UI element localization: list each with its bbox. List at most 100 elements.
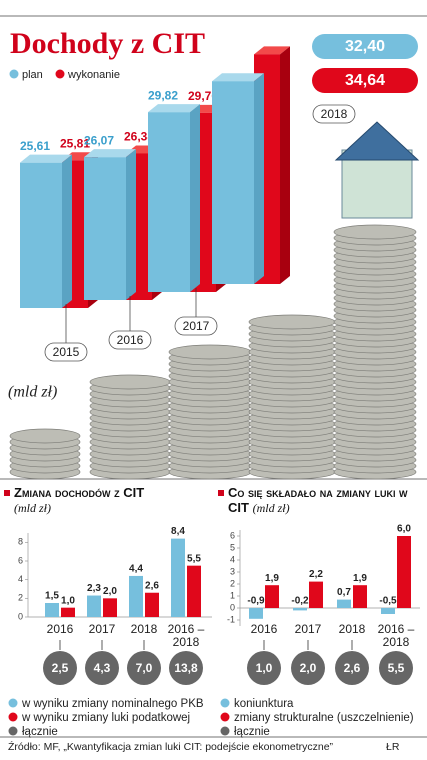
x-tick-label: 2016 –2018 xyxy=(167,622,205,649)
value-label: 34,64 xyxy=(345,72,385,89)
legend-label: w wyniku zmiany luki podatkowej xyxy=(21,712,190,724)
bar xyxy=(87,595,101,617)
x-tick-label: 2016 xyxy=(250,622,278,636)
x-tick-label: 2018 xyxy=(130,622,158,636)
legend-swatch xyxy=(8,726,18,736)
year-label: 2017 xyxy=(183,319,210,333)
bar xyxy=(212,81,254,284)
value-label: 4,4 xyxy=(129,564,143,575)
value-label: 0,7 xyxy=(337,587,351,598)
bar xyxy=(61,607,75,617)
coin xyxy=(9,428,81,444)
total-circle xyxy=(379,651,413,685)
year-box xyxy=(44,342,88,362)
value-label: 2,6 xyxy=(145,580,159,591)
legend-swatch xyxy=(8,712,18,722)
bar xyxy=(397,536,411,608)
bar xyxy=(20,162,62,308)
bar-side xyxy=(254,73,264,284)
bar-top xyxy=(20,154,72,163)
total-label: 2,0 xyxy=(300,661,317,675)
total-label: 5,5 xyxy=(388,661,405,675)
legend-swatch xyxy=(55,69,65,79)
total-label: 7,0 xyxy=(136,661,153,675)
value-label: 1,9 xyxy=(265,573,279,584)
bar-top xyxy=(84,149,136,158)
total-label: 4,3 xyxy=(94,661,111,675)
bar xyxy=(265,585,279,608)
legend-label: koniunktura xyxy=(234,698,294,710)
bar xyxy=(381,608,395,614)
bar xyxy=(171,538,185,617)
y-tick-label: 0 xyxy=(18,611,23,621)
x-tick-label: 2017 xyxy=(88,622,116,636)
y-tick-label: 1 xyxy=(230,590,235,600)
year-label: 2018 xyxy=(321,107,348,121)
legend-label: zmiany strukturalne (uszczelnienie) xyxy=(234,712,414,724)
bar xyxy=(103,598,117,617)
total-circle xyxy=(43,651,77,685)
value-label: 32,40 xyxy=(345,38,385,55)
legend-swatch xyxy=(220,726,230,736)
title-marker xyxy=(218,490,224,496)
year-label: 2016 xyxy=(117,333,144,347)
total-circle xyxy=(291,651,325,685)
legend-swatch xyxy=(220,698,230,708)
bar xyxy=(148,112,190,292)
title-text: Zmiana dochodów z CIT xyxy=(14,485,145,500)
value-pill xyxy=(312,68,418,93)
value-label: 2,2 xyxy=(309,569,323,580)
x-tick-label: 2018 xyxy=(338,622,366,636)
legend-label: plan xyxy=(22,69,43,81)
chart-title: Dochody z CIT xyxy=(10,27,205,60)
y-tick-label: 8 xyxy=(18,537,23,547)
value-label: 29,76 xyxy=(188,89,218,103)
x-tick-label: 2016 –2018 xyxy=(377,622,415,649)
value-label: 26,38 xyxy=(124,130,154,144)
bar-top xyxy=(254,46,290,55)
value-label: 2,0 xyxy=(103,586,117,597)
unit-label: (mld zł) xyxy=(8,384,57,401)
banknote-roof xyxy=(334,121,420,161)
credit: ŁR xyxy=(386,741,400,753)
total-circle xyxy=(85,651,119,685)
total-circle xyxy=(335,651,369,685)
y-tick-label: 2 xyxy=(18,593,23,603)
value-pill xyxy=(312,34,418,59)
y-tick-label: 6 xyxy=(230,530,235,540)
x-tick-label: 2017 xyxy=(294,622,322,636)
bar xyxy=(145,592,159,617)
bar-side xyxy=(62,154,72,308)
y-tick-label: 2 xyxy=(230,578,235,588)
year-box xyxy=(312,104,356,124)
coin xyxy=(333,224,417,240)
year-box xyxy=(174,316,218,336)
value-label: -0,2 xyxy=(291,596,309,607)
total-label: 1,0 xyxy=(256,661,273,675)
legend-label: w wyniku zmiany nominalnego PKB xyxy=(21,698,204,710)
title-marker xyxy=(4,490,10,496)
value-label: 6,0 xyxy=(397,524,411,535)
bar xyxy=(45,603,59,617)
value-label: 1,0 xyxy=(61,595,75,606)
left-title: Zmiana dochodów z CIT (mld zł) xyxy=(14,485,214,516)
value-label: 25,61 xyxy=(20,139,50,153)
coin xyxy=(248,314,336,330)
total-label: 13,8 xyxy=(174,661,198,675)
legend-swatch xyxy=(9,69,19,79)
y-tick-label: 3 xyxy=(230,566,235,576)
right-title: Co się składało na zmiany luki w CIT (ml… xyxy=(228,485,418,516)
subtitle: (mld zł) xyxy=(14,501,51,515)
bar xyxy=(84,157,126,300)
total-label: 2,5 xyxy=(52,661,69,675)
coin xyxy=(168,344,252,360)
y-tick-label: 5 xyxy=(230,542,235,552)
y-tick-label: 4 xyxy=(230,554,235,564)
value-label: -0,9 xyxy=(247,596,265,607)
value-label: 29,82 xyxy=(148,88,178,102)
value-label: 8,4 xyxy=(171,526,185,537)
value-label: 2,3 xyxy=(87,583,101,594)
y-tick-label: -1 xyxy=(227,614,235,624)
year-box xyxy=(108,330,152,350)
